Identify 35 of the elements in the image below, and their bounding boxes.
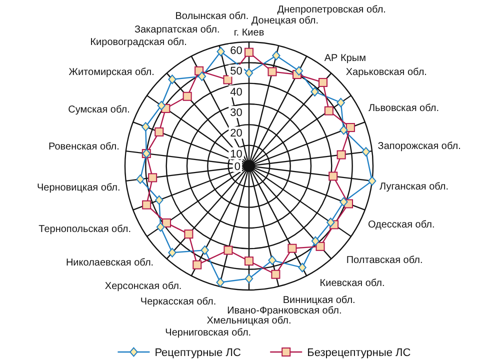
y-tick-label: 30 <box>230 107 242 119</box>
y-tick-label: 0 <box>234 161 240 173</box>
spoke-label: Полтавская обл. <box>346 255 423 266</box>
spoke-label: Киевская обл. <box>320 278 385 290</box>
spoke-label: Львовская обл. <box>368 102 439 114</box>
spoke-label: Черниговская обл. <box>165 327 252 338</box>
y-tick-label: 20 <box>230 128 242 140</box>
y-tick-label: 10 <box>230 148 242 160</box>
spoke-label: Днепропетровская обл. <box>277 4 386 16</box>
spoke-label: Черновицкая обл. <box>36 182 120 194</box>
legend-label: Рецептурные ЛС <box>154 347 241 359</box>
spoke-label: Ивано-Франковская обл. <box>227 305 342 316</box>
spoke-label: Тернопольская обл. <box>38 224 132 235</box>
spoke-label: Одесская обл. <box>368 219 435 230</box>
spoke-label: Винницкая обл. <box>282 295 356 306</box>
spoke-label: Харьковская обл. <box>346 66 427 78</box>
spoke-label: Волынская обл. <box>175 11 249 22</box>
spoke-label: Сумская обл. <box>68 104 130 116</box>
spoke-label: Закарпатская обл. <box>134 24 220 36</box>
spoke-label: Кировоградская обл. <box>90 36 187 48</box>
spoke-label: Запорожская обл. <box>378 140 461 152</box>
spoke-label: Херсонская обл. <box>104 280 182 292</box>
legend-label: Безрецептурные ЛС <box>307 347 411 359</box>
spoke-label: Житомирская обл. <box>68 66 154 78</box>
spoke-label: Черкасская обл. <box>140 296 216 308</box>
spoke-label: Хмельницкая обл. <box>206 316 292 327</box>
spoke-label: Ровенская обл. <box>48 142 120 153</box>
spoke-label: Донецкая обл. <box>251 16 318 27</box>
y-tick-label: 60 <box>230 45 242 57</box>
spoke-label: Николаевская обл. <box>66 258 154 269</box>
spoke-label: АР Крым <box>324 53 366 64</box>
spoke-label: Луганская обл. <box>380 182 449 193</box>
y-tick-label: 40 <box>230 86 242 98</box>
spoke-label: г. Киев <box>234 28 264 39</box>
y-tick-label: 50 <box>230 66 242 78</box>
